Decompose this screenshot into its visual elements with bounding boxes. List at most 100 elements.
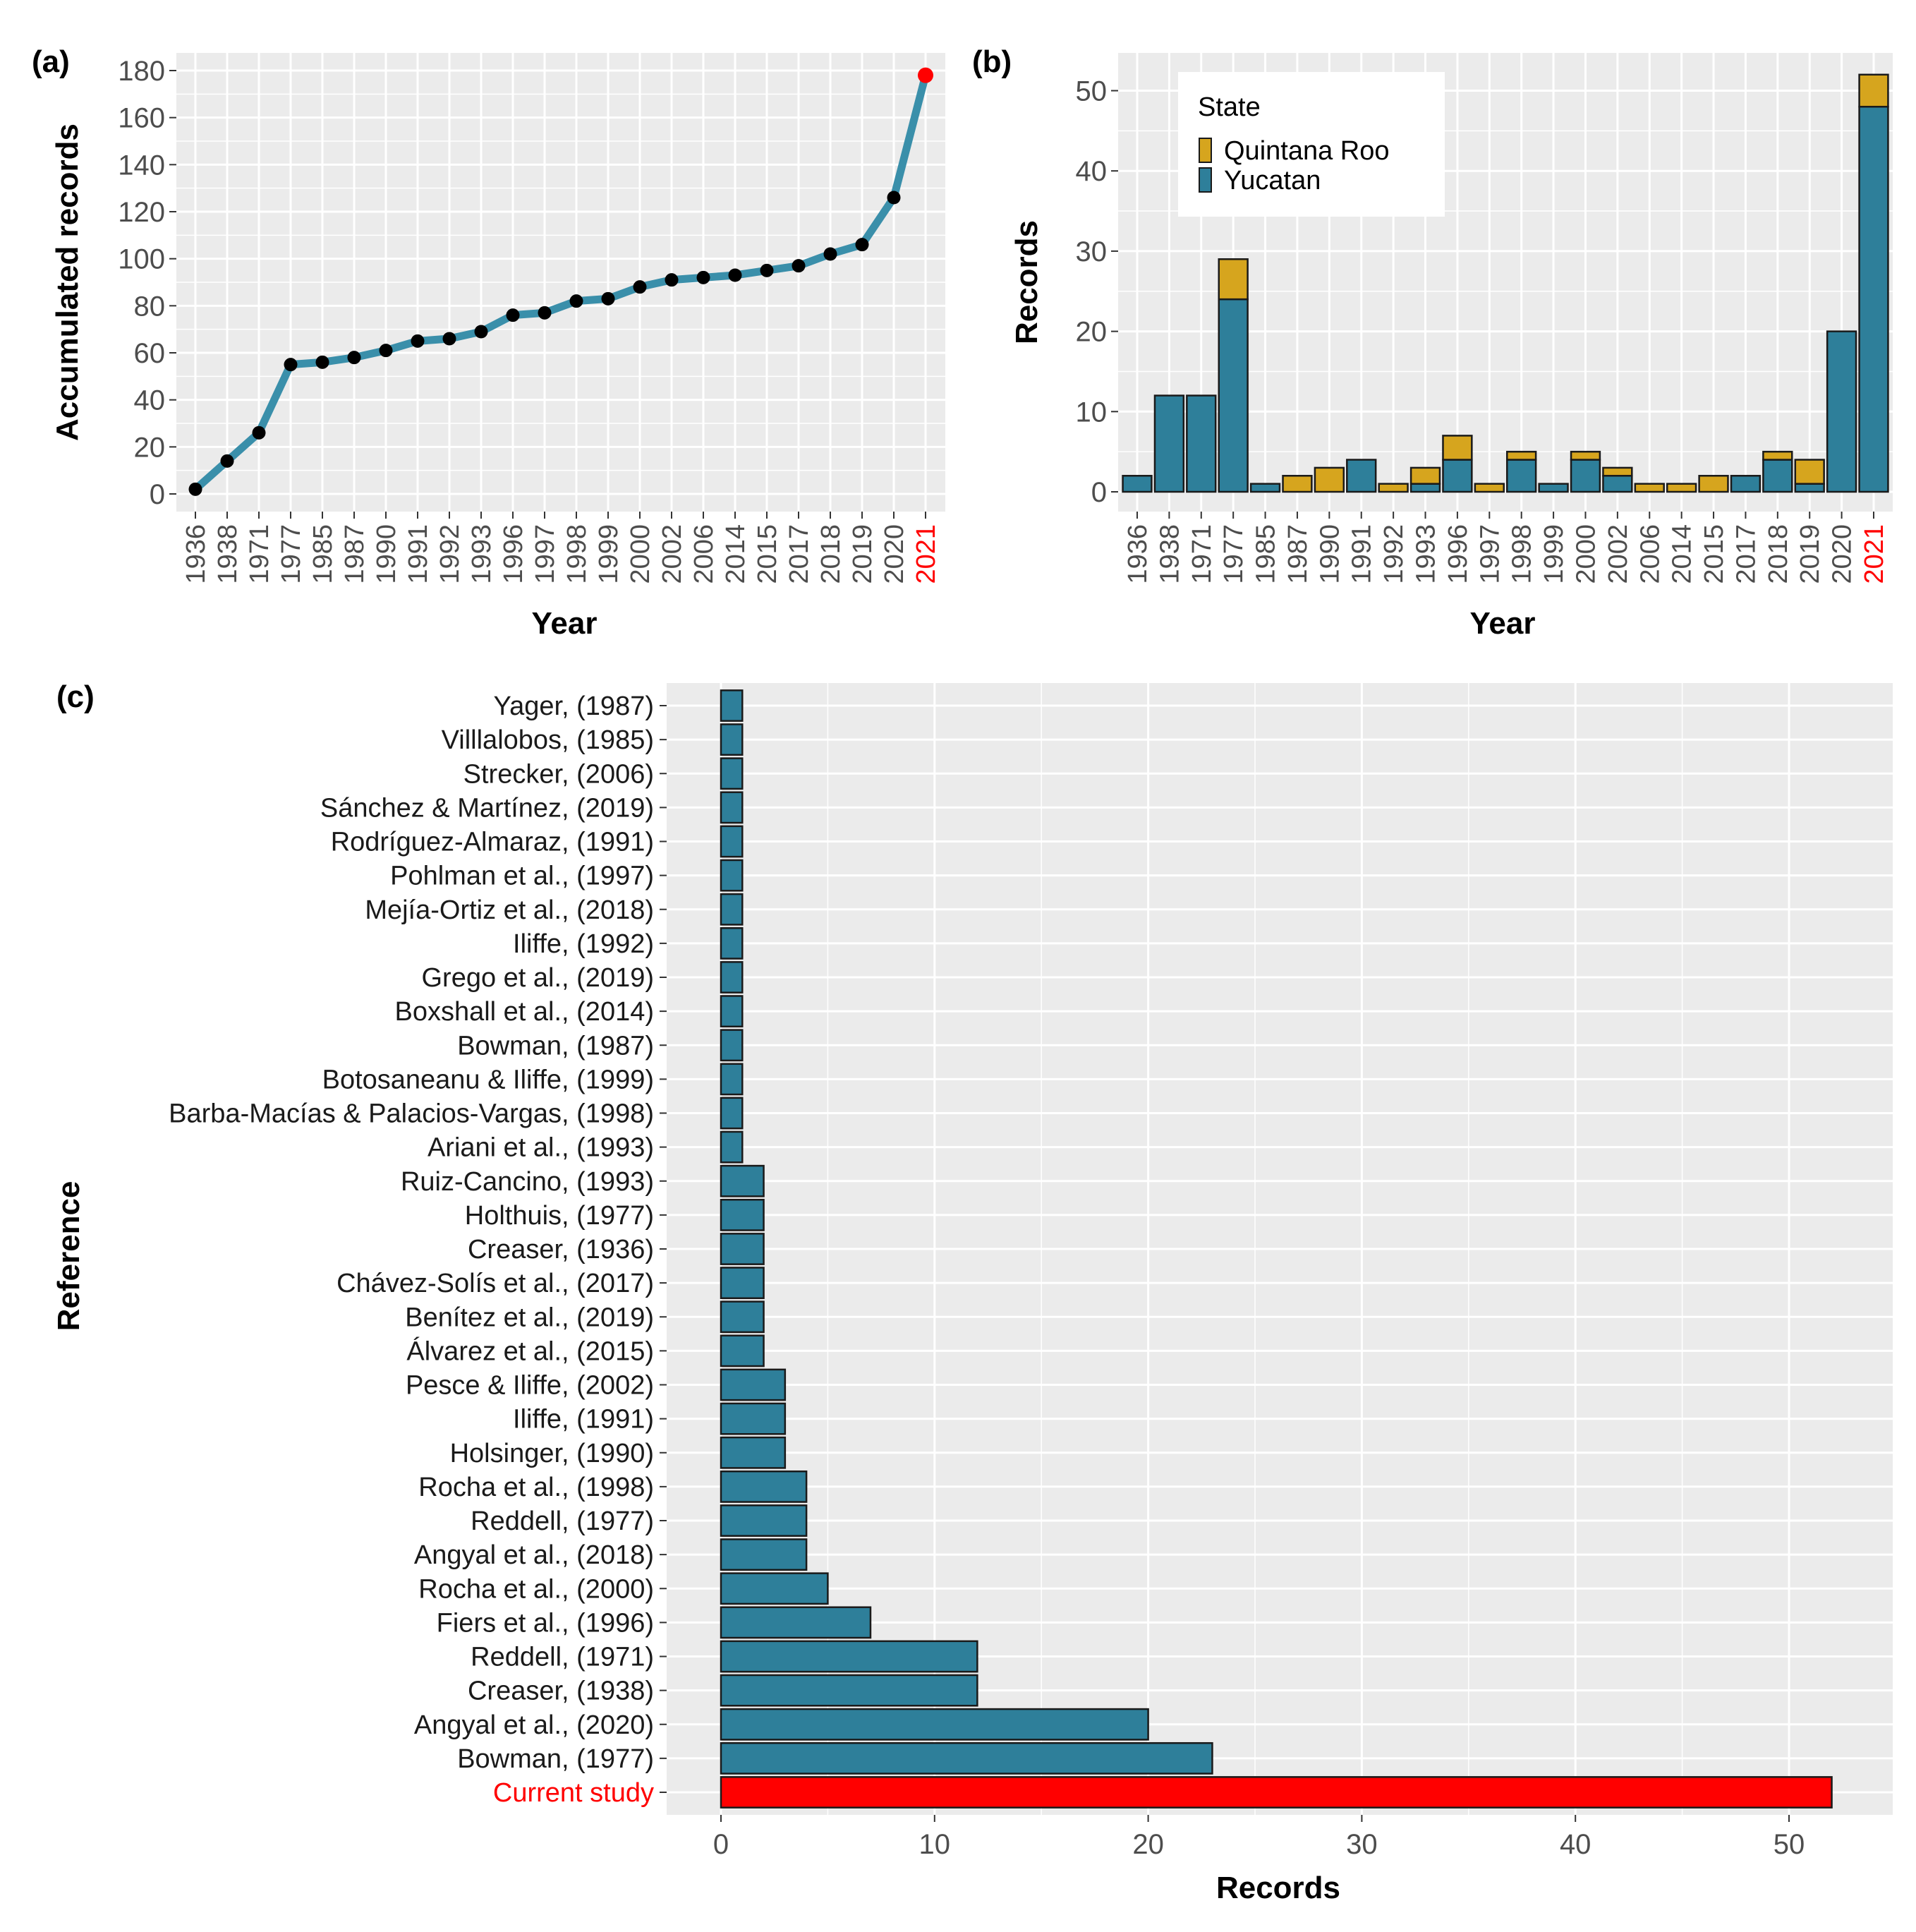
panel-b-xtick-label: 2000 — [1571, 524, 1601, 584]
panel-b-bar-yucatan-2002 — [1602, 475, 1633, 493]
panel-b-bar-quintana-roo-2021 — [1858, 73, 1889, 108]
panel-b-xtick-label: 2015 — [1699, 524, 1729, 584]
panel-b-bar-quintana-roo-2006 — [1634, 483, 1665, 493]
panel-b-bar-quintana-roo-1993 — [1409, 466, 1441, 485]
panel-c-bar-pohlman-et-al-1997 — [720, 859, 744, 892]
panel-a-label: (a) — [32, 44, 70, 79]
panel-b-bar-quintana-roo-2019 — [1794, 459, 1825, 485]
panel-a-point-1938 — [220, 454, 234, 468]
reference-label-pohlman-et-al-1997: Pohlman et al., (1997) — [390, 862, 654, 891]
panel-c-bar-current-study — [720, 1776, 1833, 1809]
panel-a-ytick-label: 140 — [118, 150, 165, 181]
panel-b-bar-quintana-roo-2000 — [1570, 450, 1601, 461]
panel-a-x-axis-title: Year — [532, 606, 598, 641]
panel-b-xtick-label: 1996 — [1443, 524, 1473, 584]
reference-label-chavez-solis-et-al-2017: Chávez-Solís et al., (2017) — [336, 1269, 654, 1298]
reference-label-iliffe-1991: Iliffe, (1991) — [513, 1405, 654, 1435]
panel-b-bar-quintana-roo-2002 — [1602, 466, 1633, 477]
reference-label-mejia-ortiz-et-al-2018: Mejía-Ortiz et al., (2018) — [365, 895, 654, 925]
panel-a-xtick-label: 2020 — [880, 524, 909, 584]
panel-a-ytick-label: 180 — [118, 56, 165, 87]
panel-b-xtick-label: 2017 — [1731, 524, 1761, 584]
panel-b-bar-quintana-roo-1992 — [1378, 483, 1409, 493]
panel-b-xtick-label: 1998 — [1508, 524, 1537, 584]
panel-b-ytick-label: 10 — [1076, 397, 1108, 428]
panel-a-ytick-label: 120 — [118, 197, 165, 228]
panel-b-bar-quintana-roo-1996 — [1442, 435, 1473, 461]
reference-label-rodriguez-almaraz-1991: Rodríguez-Almaraz, (1991) — [331, 828, 654, 857]
panel-b-ytick-label: 50 — [1076, 76, 1108, 107]
panel-b-xtick-label: 1987 — [1283, 524, 1313, 584]
panel-a-ytick-label: 160 — [118, 103, 165, 134]
reference-label-grego-et-al-2019: Grego et al., (2019) — [421, 963, 654, 993]
panel-c-xtick-label: 20 — [1132, 1829, 1164, 1860]
panel-b-ytick-label: 20 — [1076, 317, 1108, 348]
panel-a-point-2006 — [696, 270, 710, 284]
panel-b-bar-yucatan-1938 — [1153, 394, 1185, 493]
panel-c-bar-ariani-et-al-1993 — [720, 1130, 744, 1164]
panel-a-point-1998 — [569, 294, 583, 308]
panel-a-ytick-label: 40 — [134, 385, 166, 416]
reference-label-current-study: Current study — [493, 1778, 654, 1808]
reference-label-bowman-1987: Bowman, (1987) — [457, 1031, 654, 1061]
panel-a-point-2014 — [728, 268, 742, 282]
panel-b-xtick-label: 2020 — [1828, 524, 1857, 584]
panel-c-bar-botosaneanu-iliffe-1999 — [720, 1063, 744, 1096]
panel-a-xtick-label: 1996 — [499, 524, 528, 584]
panel-c-bar-pesce-iliffe-2002 — [720, 1368, 787, 1401]
panel-b-y-axis-title: Records — [1009, 220, 1044, 344]
panel-a-xtick-label: 1985 — [308, 524, 338, 584]
panel-b-xtick-label: 1992 — [1379, 524, 1409, 584]
panel-b-bar-yucatan-1971 — [1186, 394, 1217, 493]
panel-a-point-1999 — [601, 291, 615, 306]
reference-label-villlalobos-1985: Villlalobos, (1985) — [442, 725, 654, 755]
panel-a-point-1992 — [442, 332, 456, 346]
panel-b-x-axis-title: Year — [1470, 606, 1536, 641]
panel-a-xtick-label: 1938 — [213, 524, 243, 584]
panel-c-bar-angyal-et-al-2018 — [720, 1538, 808, 1571]
panel-b-bar-quintana-roo-2018 — [1762, 450, 1793, 461]
panel-c-bar-ruiz-cancino-1993 — [720, 1164, 765, 1197]
reference-label-fiers-et-al-1996: Fiers et al., (1996) — [437, 1608, 654, 1638]
reference-label-yager-1987: Yager, (1987) — [494, 692, 654, 721]
panel-b-bar-yucatan-2018 — [1762, 459, 1793, 493]
panel-b-bar-yucatan-2019 — [1794, 483, 1825, 493]
panel-a-xtick-label: 2018 — [816, 524, 846, 584]
reference-label-benitez-et-al-2019: Benítez et al., (2019) — [405, 1303, 654, 1332]
panel-a-point-2020 — [887, 191, 901, 205]
panel-b-bar-yucatan-1993 — [1409, 483, 1441, 493]
panel-c-label: (c) — [56, 680, 95, 714]
reference-label-bowman-1977: Bowman, (1977) — [457, 1744, 654, 1774]
panel-c-bar-benitez-et-al-2019 — [720, 1300, 765, 1334]
panel-a-xtick-label: 2021 — [911, 524, 941, 584]
panel-b-bar-quintana-roo-1997 — [1474, 483, 1505, 493]
panel-a-point-1985 — [315, 355, 329, 369]
panel-c-bar-yager-1987 — [720, 689, 744, 722]
panel-c-bar-grego-et-al-2019 — [720, 961, 744, 994]
legend-label-quintana-roo: Quintana Roo — [1224, 136, 1390, 166]
panel-b-xtick-label: 1985 — [1251, 524, 1281, 584]
panel-c-bar-alvarez-et-al-2015 — [720, 1334, 765, 1368]
panel-c-bar-reddell-1971 — [720, 1640, 978, 1673]
panel-b-bar-quintana-roo-1987 — [1282, 475, 1313, 493]
panel-b-xtick-label: 1990 — [1315, 524, 1345, 584]
panel-a-xtick-label: 2017 — [784, 524, 814, 584]
panel-a-point-2015 — [760, 263, 774, 277]
reference-label-reddell-1977: Reddell, (1977) — [471, 1507, 654, 1536]
panel-c-xtick-label: 10 — [919, 1829, 951, 1860]
reference-label-ariani-et-al-1993: Ariani et al., (1993) — [428, 1133, 654, 1163]
panel-c-xtick-label: 40 — [1560, 1829, 1591, 1860]
panel-a-xtick-label: 1999 — [594, 524, 624, 584]
panel-c-bar-sanchez-martinez-2019 — [720, 791, 744, 824]
panel-b-xtick-label: 2006 — [1635, 524, 1665, 584]
reference-label-pesce-iliffe-2002: Pesce & Iliffe, (2002) — [406, 1371, 654, 1401]
panel-c-bar-fiers-et-al-1996 — [720, 1606, 872, 1639]
panel-a-xtick-label: 1992 — [435, 524, 465, 584]
legend-label-yucatan: Yucatan — [1224, 166, 1321, 195]
panel-b-bar-yucatan-1998 — [1506, 459, 1537, 493]
panel-a-xtick-label: 2000 — [626, 524, 655, 584]
panel-a-point-1993 — [474, 325, 488, 339]
panel-a-xtick-label: 2014 — [721, 524, 751, 584]
